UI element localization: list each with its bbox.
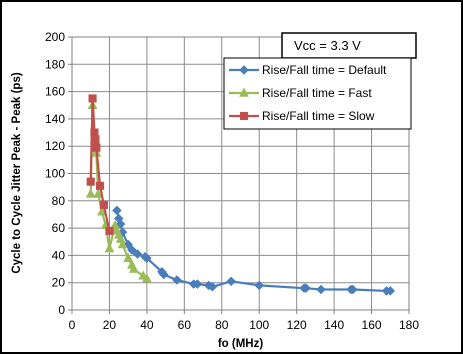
data-point <box>171 275 182 285</box>
x-tick-label: 0 <box>69 318 76 332</box>
data-point <box>104 243 115 253</box>
x-tick-label: 160 <box>362 318 382 332</box>
data-point <box>347 284 358 295</box>
data-point <box>254 280 265 291</box>
data-point <box>132 249 143 259</box>
legend: Rise/Fall time = Default Rise/Fall time =… <box>223 57 412 130</box>
legend-label: Rise/Fall time = Default <box>262 63 387 77</box>
y-tick-label: 180 <box>45 57 65 71</box>
series-2 <box>85 99 152 283</box>
data-point <box>141 273 152 283</box>
data-point <box>123 252 134 262</box>
x-tick-label: 40 <box>140 318 154 332</box>
y-tick-label: 200 <box>45 30 65 44</box>
legend-marker <box>239 111 249 121</box>
data-point <box>127 245 137 255</box>
y-tick-label: 60 <box>52 221 66 235</box>
data-point <box>301 283 311 294</box>
data-point <box>316 284 326 295</box>
data-point <box>99 200 108 209</box>
y-tick-label: 120 <box>45 139 65 153</box>
legend-entry-1: Rise/Fall time = Default <box>229 63 387 77</box>
x-tick-label: 80 <box>215 318 229 332</box>
data-point <box>91 135 100 144</box>
data-point <box>385 286 396 296</box>
data-point <box>86 177 95 186</box>
x-tick-label: 20 <box>103 318 117 332</box>
data-point <box>90 128 99 137</box>
data-point <box>112 205 122 216</box>
legend-label: Rise/Fall time = Slow <box>262 109 375 123</box>
legend-label: Rise/Fall time = Fast <box>262 86 372 100</box>
y-tick-label: 140 <box>45 112 65 126</box>
annotation-box: Vcc = 3.3 V <box>281 32 417 59</box>
vcc-annotation: Vcc = 3.3 V <box>294 38 361 53</box>
x-tick-label: 100 <box>249 318 269 332</box>
y-axis-title: Cycle to Cycle Jitter Peak - Peak (ps) <box>11 72 23 274</box>
x-axis-title: fo (MHz) <box>218 338 264 350</box>
y-tick-label: 20 <box>52 276 66 290</box>
data-point <box>128 263 139 273</box>
data-point <box>158 269 169 280</box>
data-point <box>207 281 218 292</box>
y-tick-label: 80 <box>52 194 66 208</box>
axes: 0 20 40 60 80 100 120 140 160 180 0 20 40 60 80 100 120 1… <box>45 30 419 332</box>
data-point <box>226 276 236 287</box>
data-point <box>85 188 96 198</box>
x-tick-label: 120 <box>287 318 307 332</box>
legend-entry-3: Rise/Fall time = Slow <box>229 109 375 123</box>
x-tick-label: 140 <box>324 318 344 332</box>
data-point <box>117 238 128 249</box>
legend-marker <box>239 87 249 97</box>
data-point <box>192 279 203 289</box>
y-tick-label: 0 <box>58 303 65 317</box>
data-point <box>88 94 97 103</box>
series <box>85 94 396 296</box>
data-point <box>92 143 101 152</box>
y-tick-label: 40 <box>52 248 66 262</box>
x-tick-label: 60 <box>178 318 192 332</box>
legend-marker <box>239 65 249 75</box>
x-tick-label: 180 <box>399 318 419 332</box>
data-point <box>142 253 152 263</box>
y-tick-label: 160 <box>45 85 65 99</box>
data-point <box>105 226 114 235</box>
data-point <box>96 181 105 190</box>
y-tick-label: 100 <box>45 167 65 181</box>
series-3 <box>86 94 114 235</box>
legend-entry-2: Rise/Fall time = Fast <box>229 86 372 100</box>
series-1 <box>112 205 396 296</box>
